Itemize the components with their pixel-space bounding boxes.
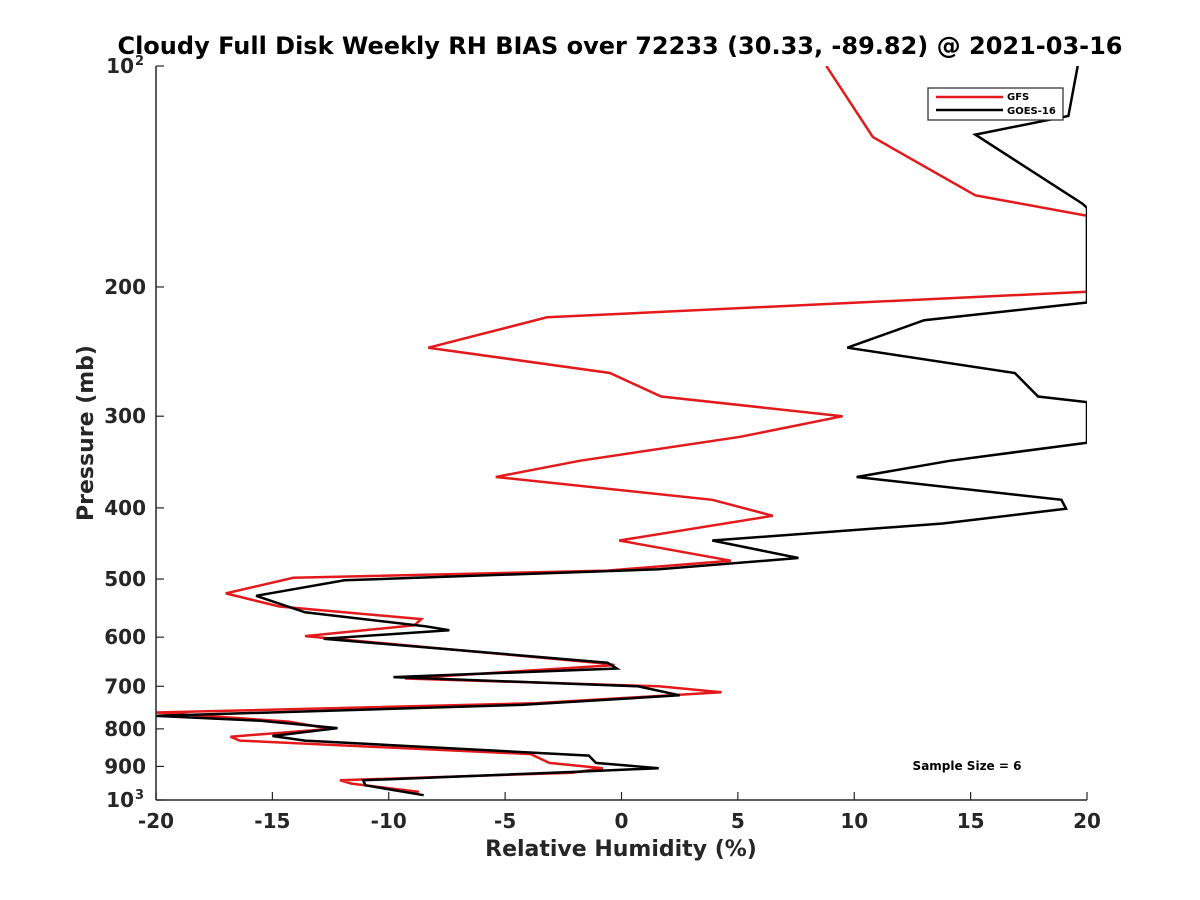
y-tick-label: 200 <box>104 275 146 299</box>
x-tick-label: -20 <box>138 809 174 833</box>
legend-label-goes16: GOES-16 <box>1007 106 1056 117</box>
axes <box>155 66 1087 801</box>
y-tick-label: 400 <box>104 496 146 520</box>
series-line-goes16 <box>156 66 1087 797</box>
y-tick-exponent: 3 <box>135 788 144 803</box>
x-tick-label: -10 <box>371 809 407 833</box>
y-tick-label: 900 <box>104 754 146 778</box>
series-layer <box>156 66 1087 797</box>
y-tick-label: 800 <box>104 717 146 741</box>
x-tick-label: 10 <box>840 809 868 833</box>
y-tick-exponent: 2 <box>135 54 144 69</box>
legend: GFS GOES-16 <box>927 87 1064 121</box>
y-tick-label: 300 <box>104 404 146 428</box>
x-tick-label: -5 <box>494 809 516 833</box>
sample-size-annotation: Sample Size = 6 <box>913 759 1022 773</box>
x-axis-label: Relative Humidity (%) <box>485 837 757 862</box>
x-ticks: -20 -15 -10 -5 0 5 10 15 20 <box>138 792 1101 833</box>
y-tick-label: 700 <box>104 674 146 698</box>
y-tick-label: 10 <box>106 788 134 812</box>
y-axis-label: Pressure (mb) <box>74 345 99 521</box>
series-line-gfs <box>156 66 1087 794</box>
x-tick-label: 5 <box>731 809 745 833</box>
legend-box <box>927 87 1064 121</box>
y-tick-label: 500 <box>104 567 146 591</box>
x-tick-label: 0 <box>615 809 629 833</box>
y-tick-label: 10 <box>106 54 134 78</box>
chart-title: Cloudy Full Disk Weekly RH BIAS over 722… <box>117 32 1122 60</box>
y-tick-label: 600 <box>104 625 146 649</box>
x-tick-label: 20 <box>1073 809 1101 833</box>
legend-label-gfs: GFS <box>1007 92 1029 103</box>
x-tick-label: -15 <box>254 809 290 833</box>
x-tick-label: 15 <box>957 809 985 833</box>
